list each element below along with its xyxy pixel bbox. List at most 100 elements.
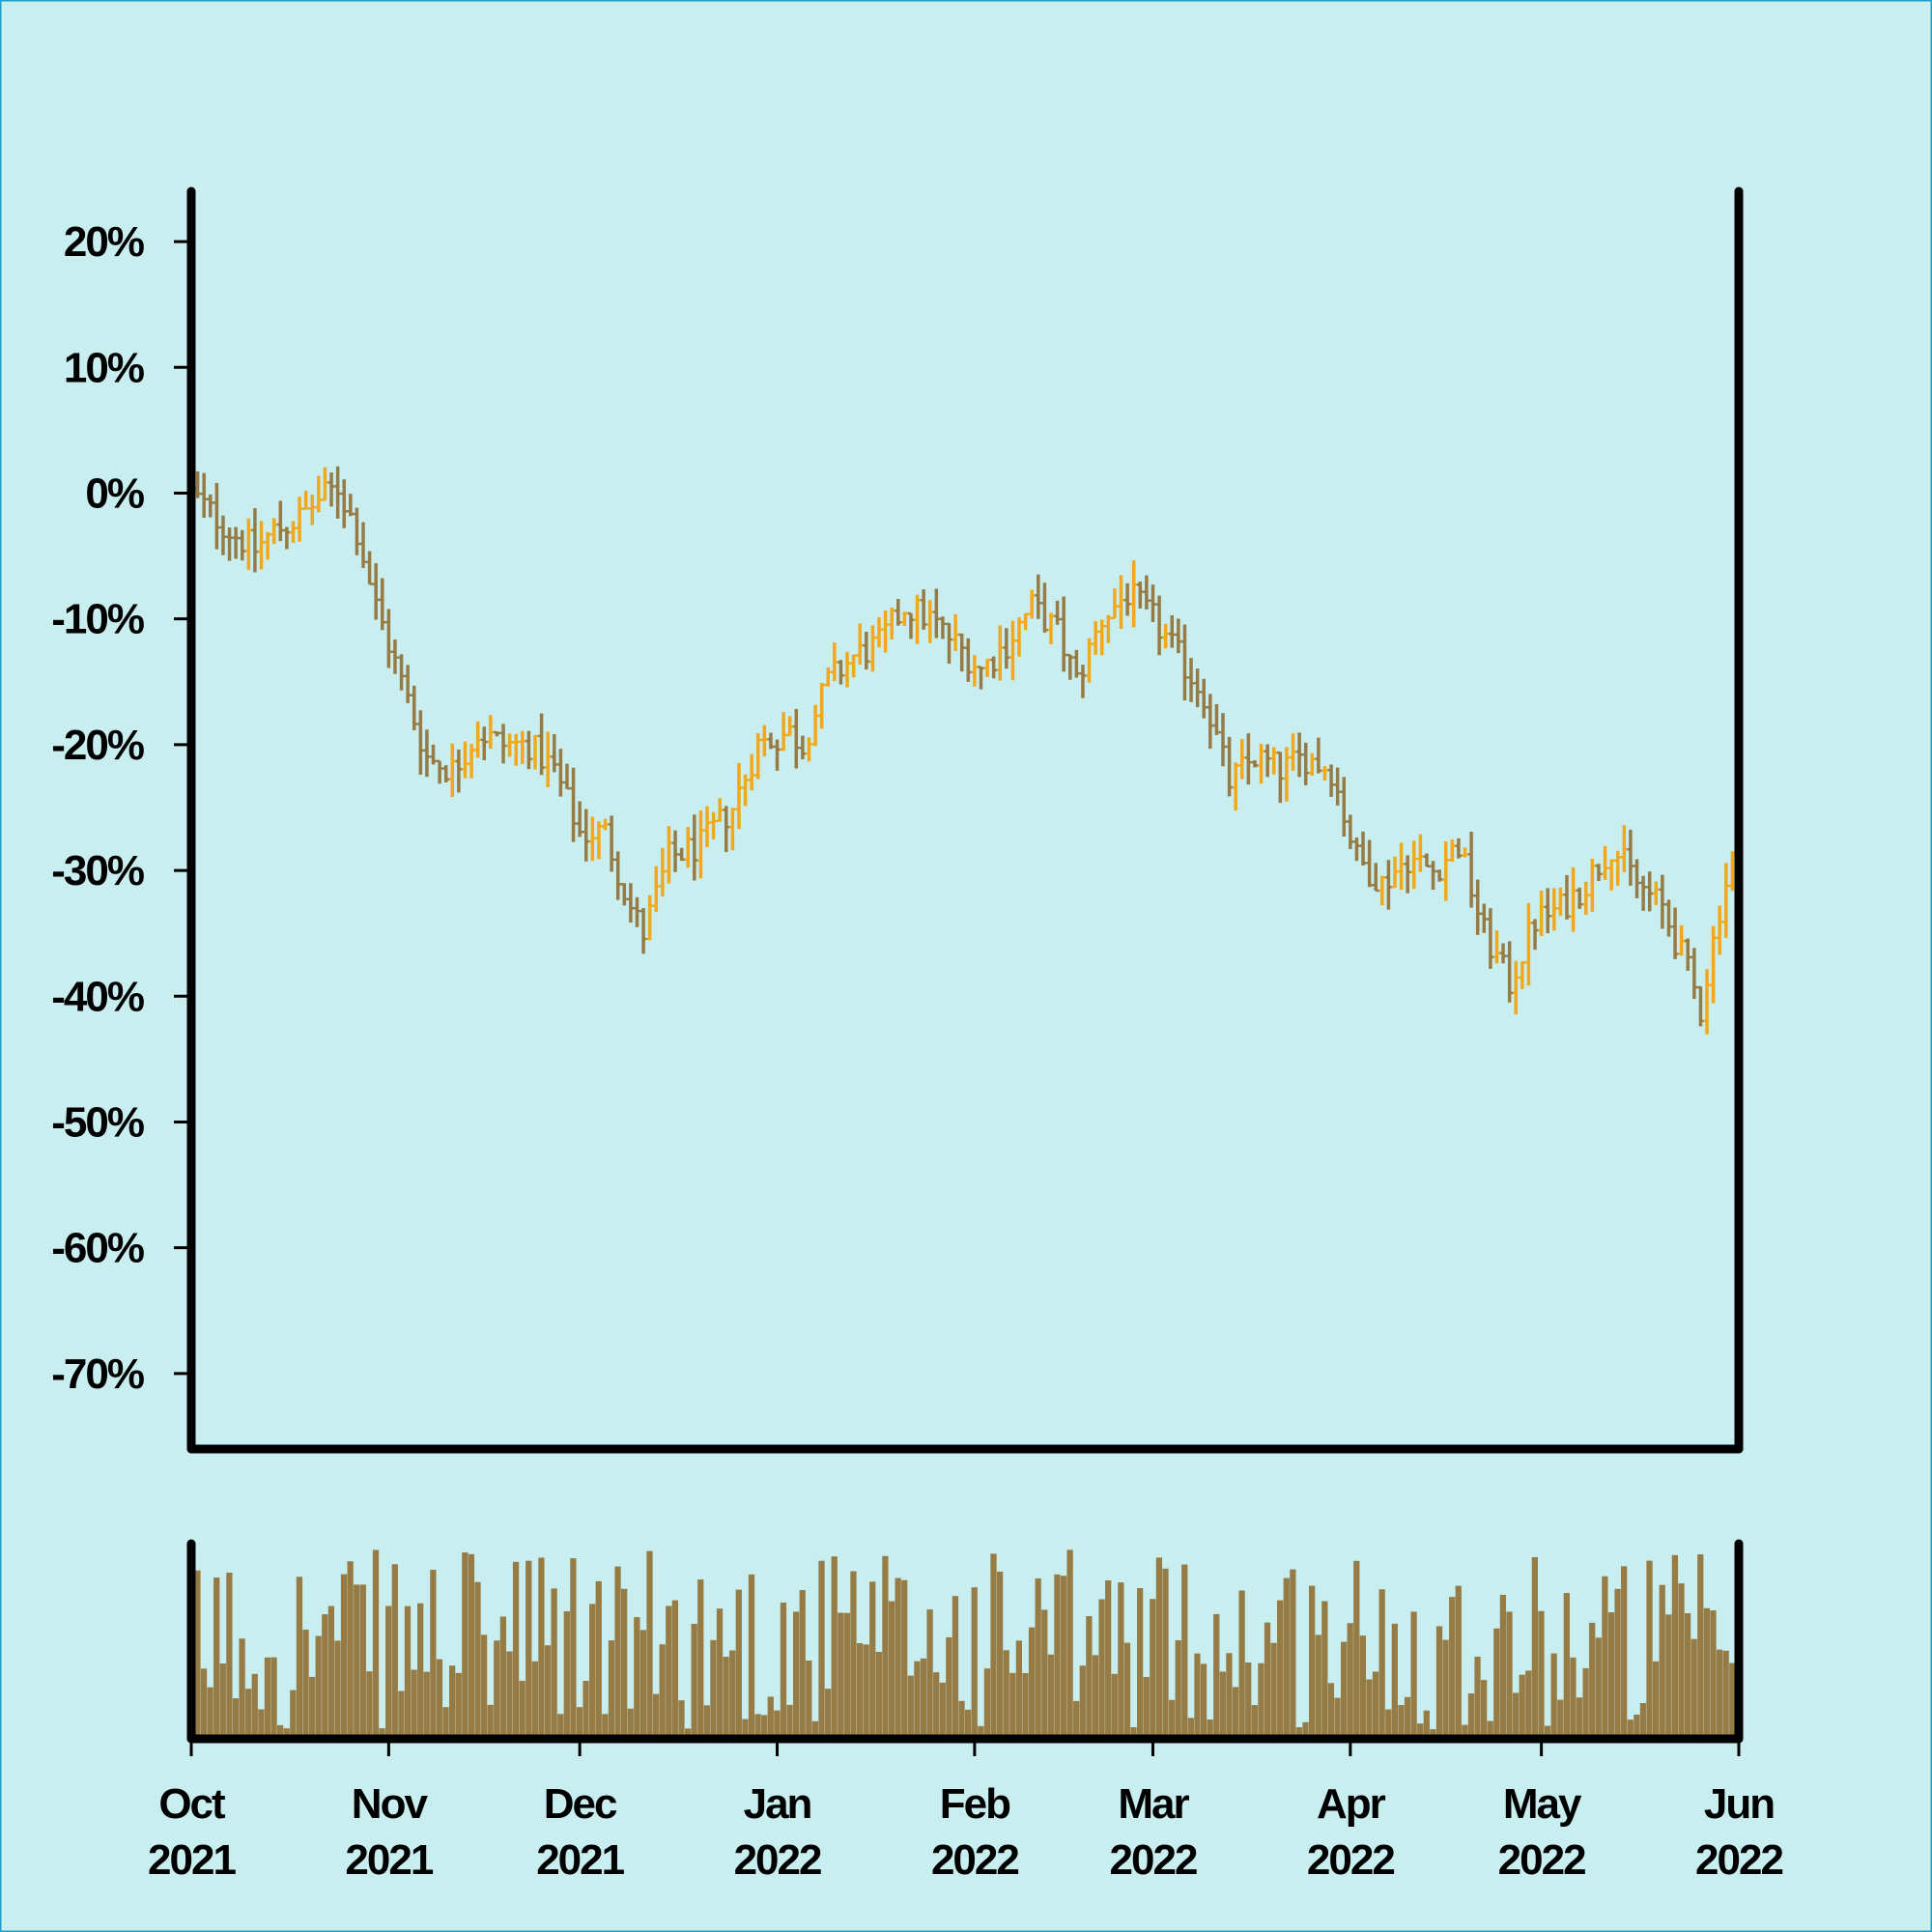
ohlc-bar: [1035, 574, 1042, 619]
volume-bar: [710, 1639, 717, 1739]
ohlc-bar: [1653, 881, 1660, 905]
ohlc-bar: [1086, 638, 1093, 683]
volume-bar: [391, 1564, 398, 1739]
volume-bar: [831, 1556, 838, 1739]
volume-bar: [506, 1651, 513, 1739]
ohlc-bar: [1442, 841, 1450, 901]
volume-bar: [239, 1638, 245, 1739]
volume-bar: [767, 1696, 774, 1739]
ohlc-bar: [487, 715, 495, 750]
ohlc-bar: [1423, 853, 1431, 867]
ohlc-bar: [499, 724, 507, 764]
y-tick-label: -60%: [51, 1225, 144, 1272]
ohlc-bar: [1251, 759, 1259, 768]
volume-bar: [1092, 1655, 1099, 1739]
ohlc-bar: [1270, 747, 1278, 775]
volume-bar: [1079, 1665, 1086, 1739]
ohlc-bar: [379, 578, 386, 631]
volume-bar: [742, 1719, 749, 1739]
ohlc-bar: [1150, 584, 1156, 622]
volume-bar: [526, 1560, 532, 1739]
ohlc-bar: [1111, 588, 1119, 619]
volume-bar: [258, 1709, 265, 1739]
x-tick-label-month: Dec: [544, 1780, 617, 1828]
ohlc-bar: [634, 896, 640, 927]
volume-bar: [1226, 1653, 1233, 1739]
ohlc-bar: [1022, 612, 1029, 631]
volume-bar: [327, 1605, 335, 1739]
volume-bar: [939, 1682, 946, 1739]
volume-bar: [1544, 1725, 1551, 1739]
ohlc-bar: [296, 497, 303, 542]
ohlc-bar: [1646, 871, 1653, 912]
y-tick-labels: 20% 10% 0% -10% -20% -30% -40% -50% -60% -70%: [51, 218, 146, 1398]
ohlc-bar: [1563, 874, 1571, 920]
volume-bar: [875, 1652, 882, 1739]
ohlc-bar: [322, 467, 328, 501]
ohlc-bar: [895, 598, 902, 626]
volume-bar: [1697, 1554, 1704, 1739]
ohlc-bar: [327, 472, 335, 507]
ohlc-bar: [1226, 736, 1233, 797]
ohlc-bar: [1474, 879, 1481, 935]
volume-bar: [1557, 1699, 1564, 1739]
x-tick-label-month: Jun: [1704, 1780, 1774, 1828]
x-tick-label-month: Apr: [1317, 1780, 1386, 1828]
ohlc-bar: [856, 623, 864, 666]
ohlc-bar: [258, 521, 265, 570]
ohlc-bar: [1181, 624, 1188, 701]
volume-bar: [774, 1710, 781, 1739]
ohlc-bar: [983, 658, 991, 678]
ohlc-bar: [1449, 839, 1456, 863]
volume-bar: [716, 1608, 724, 1739]
volume-bar: [512, 1561, 520, 1739]
ohlc-bar: [1283, 747, 1291, 802]
x-tick-label-year: 2022: [1695, 1836, 1782, 1884]
ohlc-bar: [666, 826, 672, 884]
ohlc-bar: [882, 610, 889, 653]
volume-bar: [1684, 1612, 1691, 1739]
ohlc-bar: [838, 660, 844, 685]
ohlc-bar: [1481, 903, 1488, 933]
volume-bar: [907, 1675, 914, 1739]
ohlc-bar: [1570, 867, 1577, 932]
ohlc-bar: [1671, 907, 1679, 959]
x-tick-label-year: 2022: [1110, 1836, 1197, 1884]
x-tick-label-month: Mar: [1118, 1780, 1189, 1828]
volume-bar: [551, 1588, 557, 1739]
volume-bar: [1531, 1556, 1539, 1739]
ohlc-bar: [646, 895, 653, 941]
volume-bar: [1041, 1609, 1048, 1739]
volume-bar: [818, 1560, 825, 1739]
ohlc-bar: [226, 527, 233, 561]
volume-bar: [1340, 1641, 1348, 1739]
ohlc-bar: [1200, 678, 1208, 719]
x-tick-label-year: 2022: [1307, 1836, 1394, 1884]
volume-bar: [1054, 1574, 1061, 1739]
volume-bar: [1123, 1642, 1131, 1739]
volume-bar: [283, 1728, 290, 1739]
volume-bar: [1238, 1590, 1245, 1739]
volume-bar: [926, 1609, 933, 1739]
ohlc-bar: [398, 654, 405, 691]
ohlc-bar: [990, 656, 997, 679]
ohlc-bar: [1627, 829, 1634, 886]
ohlc-bar: [315, 475, 323, 513]
volume-bar: [1506, 1611, 1513, 1739]
ohlc-bar: [551, 734, 558, 773]
volume-bar: [990, 1553, 997, 1739]
ohlc-bar: [1327, 764, 1335, 797]
volume-bar: [1614, 1588, 1621, 1739]
volume-bar: [799, 1590, 806, 1739]
volume-bar: [1481, 1680, 1488, 1739]
volume-bar: [1245, 1662, 1252, 1739]
ohlc-bar: [589, 816, 596, 862]
ohlc-bar: [1525, 902, 1532, 986]
volume-bar: [1430, 1729, 1436, 1739]
volume-bar: [1258, 1662, 1264, 1739]
y-tick-label: 10%: [64, 344, 144, 391]
volume-bar: [748, 1574, 755, 1739]
ohlc-bar: [843, 651, 851, 688]
ohlc-bar: [958, 633, 965, 672]
ohlc-bar: [1690, 948, 1698, 1000]
